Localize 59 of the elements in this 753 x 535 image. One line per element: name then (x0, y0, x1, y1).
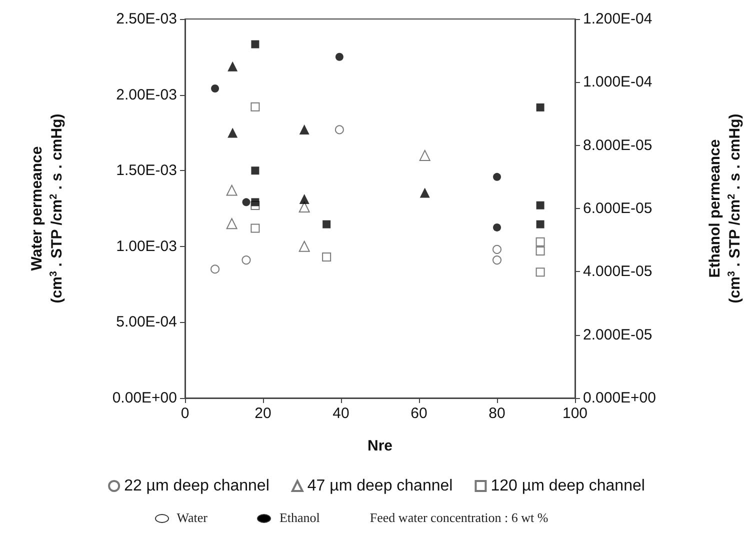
point (228, 128, 238, 138)
legend-label: 47 µm deep channel (307, 478, 453, 494)
y2-tick-label: 1.000E-04 (583, 74, 652, 91)
point (536, 268, 545, 277)
point (250, 224, 260, 233)
point (322, 252, 332, 262)
point (493, 223, 501, 232)
x-tick-label: 100 (562, 405, 588, 422)
point (251, 166, 260, 175)
y-tick-label: 2.00E-03 (116, 86, 177, 104)
point (226, 218, 238, 230)
point (334, 125, 344, 134)
point (536, 201, 544, 210)
point (251, 198, 260, 206)
x-axis-title: Nre (367, 438, 393, 454)
legend-label: 120 µm deep channel (490, 478, 645, 494)
point (419, 150, 430, 161)
y-tick-label: 0.00E+00 (112, 390, 177, 406)
point (536, 246, 545, 256)
point (251, 40, 260, 48)
y-tick-label: 1.50E-03 (116, 162, 177, 180)
point (226, 184, 238, 196)
x-tick-label: 0 (180, 405, 190, 422)
point (211, 84, 220, 92)
y2-tick-label: 2.000E-05 (583, 326, 652, 344)
point (299, 194, 310, 204)
point (493, 172, 501, 181)
x-tick-label: 80 (488, 405, 506, 422)
y-tick-label: 1.00E-03 (116, 238, 177, 255)
text: Water (176, 510, 208, 526)
point (322, 220, 331, 228)
x-tick-label: 60 (410, 405, 428, 422)
point (250, 102, 260, 112)
point (420, 188, 430, 198)
point (298, 240, 310, 252)
x-tick-label: 20 (254, 405, 272, 422)
point (536, 103, 544, 112)
y2-tick-label: 4.000E-05 (583, 263, 652, 280)
point (242, 256, 251, 265)
point (210, 264, 220, 274)
point (492, 256, 502, 265)
point (536, 220, 544, 228)
y-tick-label: 2.50E-03 (116, 10, 177, 28)
y2-tick-label: 8.000E-05 (583, 136, 652, 154)
point (298, 201, 310, 212)
point (492, 244, 502, 254)
text: Feed water concentration : 6 wt % (370, 510, 548, 526)
point (242, 198, 250, 206)
legend-label: 22 µm deep channel (124, 478, 270, 494)
text: Ethanol (279, 510, 320, 526)
y2-tick-label: 6.000E-05 (583, 200, 652, 217)
point (335, 52, 344, 61)
point (299, 124, 310, 135)
y-tick-label: 5.00E-04 (116, 314, 177, 331)
y2-tick-label: 1.200E-04 (583, 10, 652, 28)
point (536, 237, 545, 246)
point (228, 61, 238, 72)
x-tick-label: 40 (332, 405, 350, 422)
y2-tick-label: 0.000E+00 (583, 390, 656, 406)
